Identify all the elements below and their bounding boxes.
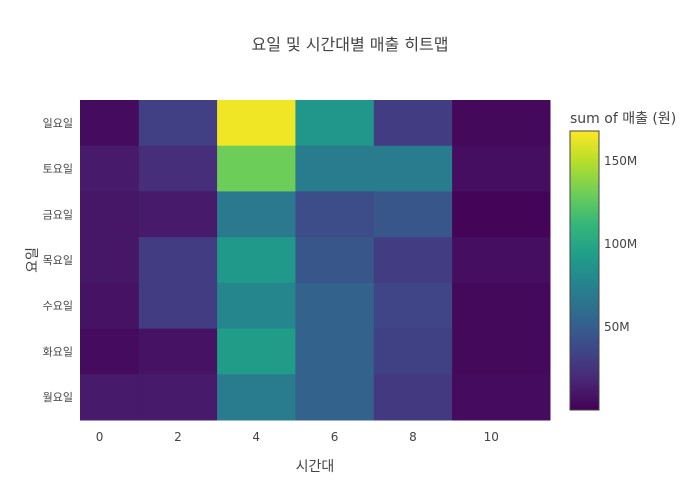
- x-tick-label: 4: [252, 430, 260, 444]
- colorbar-ticks: 50M 100M 150M: [604, 154, 637, 334]
- heatmap-cell: [373, 374, 453, 421]
- heatmap-cell: [217, 282, 296, 330]
- y-tick-label: 토요일: [43, 162, 73, 176]
- heatmap-cell: [80, 237, 140, 284]
- heatmap-cell: [373, 191, 453, 238]
- x-tick-label: 10: [484, 430, 499, 444]
- heatmap-cell: [373, 237, 453, 284]
- heatmap-cell: [80, 100, 140, 147]
- heatmap-cell: [452, 328, 551, 375]
- x-axis-ticks: 0 2 4 6 8 10: [96, 430, 499, 444]
- heatmap-cell: [295, 237, 375, 284]
- heatmap-cell: [138, 100, 218, 147]
- heatmap-cell: [452, 374, 551, 421]
- colorbar-tick-label: 50M: [604, 320, 630, 334]
- heatmap-cell: [452, 191, 551, 238]
- y-tick-label: 금요일: [43, 207, 73, 221]
- y-tick-label: 수요일: [43, 299, 73, 313]
- colorbar-title: sum of 매출 (원): [570, 111, 676, 127]
- colorbar-tick-label: 150M: [604, 154, 637, 168]
- x-tick-label: 8: [409, 430, 417, 444]
- heatmap-cell: [217, 145, 296, 192]
- heatmap-cell: [217, 191, 296, 238]
- heatmap-cell: [138, 237, 218, 284]
- heatmap-cell: [138, 282, 218, 330]
- heatmap-cell: [373, 100, 453, 147]
- heatmap-cell: [373, 145, 453, 192]
- heatmap-cell: [452, 100, 551, 147]
- heatmap-cell: [295, 191, 375, 238]
- y-axis-title: 요일: [25, 247, 41, 273]
- heatmap-cell: [373, 282, 453, 330]
- heatmap-cell: [138, 374, 218, 421]
- heatmap-cell: [80, 145, 140, 192]
- heatmap-cell: [217, 237, 296, 284]
- heatmap-cell: [452, 282, 551, 330]
- heatmap-cell: [452, 145, 551, 192]
- heatmap-cell: [80, 328, 140, 375]
- heatmap-cell: [295, 145, 375, 192]
- heatmap-cell: [452, 237, 551, 284]
- heatmap-cell: [80, 282, 140, 330]
- y-tick-label: 목요일: [43, 253, 73, 267]
- heatmap-cell: [80, 374, 140, 421]
- heatmap-cell: [80, 191, 140, 238]
- heatmap-cell: [138, 191, 218, 238]
- heatmap-cells: [80, 100, 551, 421]
- chart-title: 요일 및 시간대별 매출 히트맵: [252, 35, 449, 54]
- x-axis-title: 시간대: [296, 459, 335, 475]
- y-tick-label: 화요일: [43, 344, 73, 358]
- heatmap-cell: [138, 328, 218, 375]
- y-tick-label: 일요일: [43, 116, 73, 130]
- heatmap-cell: [138, 145, 218, 192]
- colorbar: [569, 130, 600, 411]
- x-tick-label: 2: [174, 430, 182, 444]
- heatmap-cell: [373, 328, 453, 375]
- heatmap-cell: [217, 100, 296, 147]
- heatmap-cell: [295, 328, 375, 375]
- colorbar-tick-label: 100M: [604, 237, 637, 251]
- heatmap-cell: [295, 100, 375, 147]
- heatmap-cell: [217, 328, 296, 375]
- heatmap-cell: [295, 282, 375, 330]
- y-tick-label: 월요일: [43, 390, 73, 404]
- x-tick-label: 6: [331, 430, 339, 444]
- x-tick-label: 0: [96, 430, 104, 444]
- heatmap-cell: [217, 374, 296, 421]
- heatmap-cell: [295, 374, 375, 421]
